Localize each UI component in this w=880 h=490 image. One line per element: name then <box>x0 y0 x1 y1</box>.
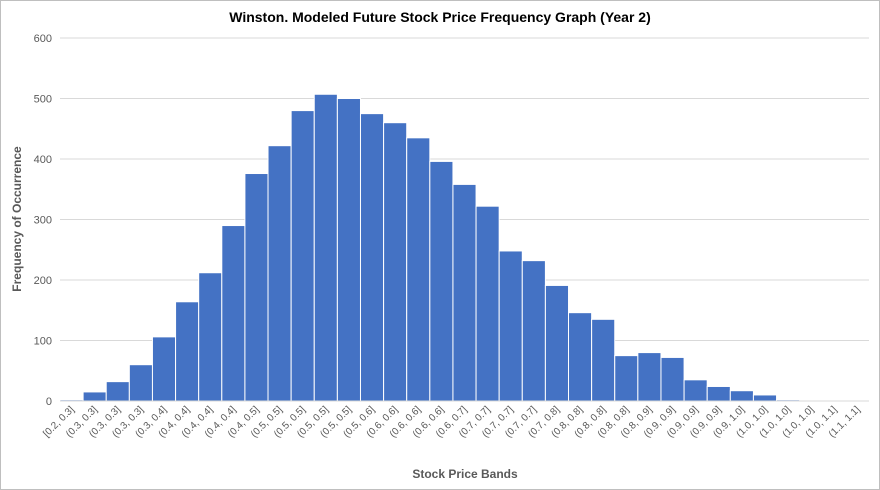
y-tick-label: 300 <box>34 215 52 227</box>
histogram-bar <box>452 183 477 402</box>
histogram-bar <box>151 336 177 402</box>
histogram-bar <box>729 390 754 402</box>
histogram-bar <box>383 122 408 402</box>
y-axis-label: Frequency of Occurrence <box>10 146 24 292</box>
histogram-bar <box>614 355 639 402</box>
histogram-bar <box>244 173 269 402</box>
histogram-bar <box>475 205 500 402</box>
y-tick-label: 200 <box>34 275 52 287</box>
histogram-bar <box>660 356 685 402</box>
histogram-bar <box>128 364 153 402</box>
chart-title: Winston. Modeled Future Stock Price Freq… <box>229 9 651 25</box>
histogram-bar <box>429 160 454 402</box>
histogram-bar <box>221 225 246 402</box>
histogram-bar <box>498 250 523 402</box>
histogram-bar <box>359 113 385 402</box>
histogram-bar <box>544 284 570 402</box>
histogram-bar <box>290 110 315 402</box>
histogram-bar <box>336 98 361 402</box>
x-axis-ticks: [0.2, 0.3](0.3, 0.3](0.3, 0.3](0.3, 0.3]… <box>41 404 862 440</box>
bars <box>59 93 801 402</box>
y-tick-label: 100 <box>34 336 52 348</box>
histogram-bar <box>198 272 223 402</box>
histogram-bar <box>406 137 431 402</box>
histogram-bar <box>568 312 593 402</box>
histogram-bar <box>752 394 778 402</box>
histogram-bar <box>521 260 546 402</box>
histogram-bar <box>267 145 292 402</box>
y-tick-label: 500 <box>34 94 52 106</box>
histogram-bar <box>313 93 338 402</box>
histogram-bar <box>637 352 662 402</box>
x-axis-label: Stock Price Bands <box>412 467 518 481</box>
histogram-bar <box>706 385 731 402</box>
histogram-bar <box>591 318 616 402</box>
histogram-bar <box>175 301 200 402</box>
y-axis-ticks: 0 100 200 300 400 500 600 <box>34 33 52 408</box>
histogram-bar <box>82 391 107 402</box>
y-tick-label: 400 <box>34 154 52 166</box>
histogram-bar <box>105 381 130 402</box>
y-tick-label: 0 <box>46 396 52 408</box>
y-tick-label: 600 <box>34 33 52 45</box>
histogram-bar <box>683 379 708 402</box>
